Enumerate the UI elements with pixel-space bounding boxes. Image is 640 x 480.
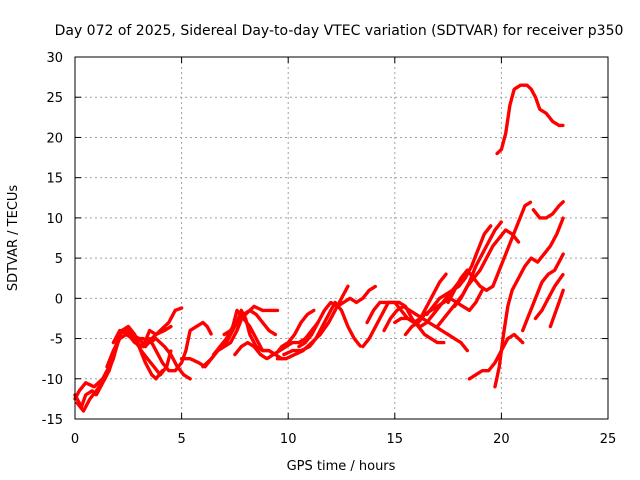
series-arc-19 (403, 288, 484, 337)
x-axis-label: GPS time / hours (287, 459, 396, 474)
y-tick-label: 0 (55, 292, 63, 307)
y-tick-label: 25 (46, 91, 63, 106)
series-arc-15 (361, 272, 448, 349)
series-arc-03 (73, 324, 173, 401)
series-arc-10 (222, 304, 280, 337)
series-arc-25 (493, 216, 565, 389)
y-tick-label: 20 (46, 131, 63, 146)
y-tick-label: -15 (42, 413, 63, 428)
y-axis-label: SDTVAR / TECUs (6, 185, 21, 292)
series-arc-28 (548, 288, 565, 329)
plot-frame (74, 56, 609, 420)
y-tick-label: 5 (55, 252, 63, 267)
series-arc-22 (446, 200, 533, 305)
series-arc-13 (282, 300, 363, 357)
y-tick-label: 30 (46, 51, 63, 66)
data-traces (73, 83, 565, 413)
axes: 0 5 10 15 20 25 -15 -10 -5 0 5 10 15 20 25 30 (42, 51, 617, 447)
series-arc-29 (531, 200, 565, 220)
series-arc-23 (452, 228, 521, 309)
series-arc-06 (147, 320, 214, 373)
series-arc-07 (179, 308, 278, 369)
x-tick-label: 0 (71, 432, 79, 447)
y-tick-label: 10 (46, 212, 63, 227)
series-arc-11 (233, 320, 320, 361)
x-tick-label: 25 (600, 432, 617, 447)
y-tick-label: -5 (50, 333, 63, 348)
series-arc-26 (521, 252, 565, 333)
y-tick-label: -10 (42, 373, 63, 388)
series-arc-20 (425, 224, 493, 317)
series-arc-30 (495, 83, 565, 156)
x-tick-label: 15 (387, 432, 404, 447)
series-arc-17 (382, 304, 469, 353)
x-tick-label: 20 (493, 432, 510, 447)
x-tick-label: 10 (280, 432, 297, 447)
x-tick-label: 5 (177, 432, 185, 447)
series-arc-14 (297, 284, 378, 349)
chart-title: Day 072 of 2025, Sidereal Day-to-day VTE… (55, 23, 624, 39)
series-arc-27 (533, 272, 565, 321)
series-arc-24 (467, 332, 525, 381)
series-arc-04 (105, 332, 165, 381)
series-arc-02 (75, 306, 184, 413)
grid (75, 57, 608, 419)
y-tick-label: 15 (46, 172, 63, 187)
